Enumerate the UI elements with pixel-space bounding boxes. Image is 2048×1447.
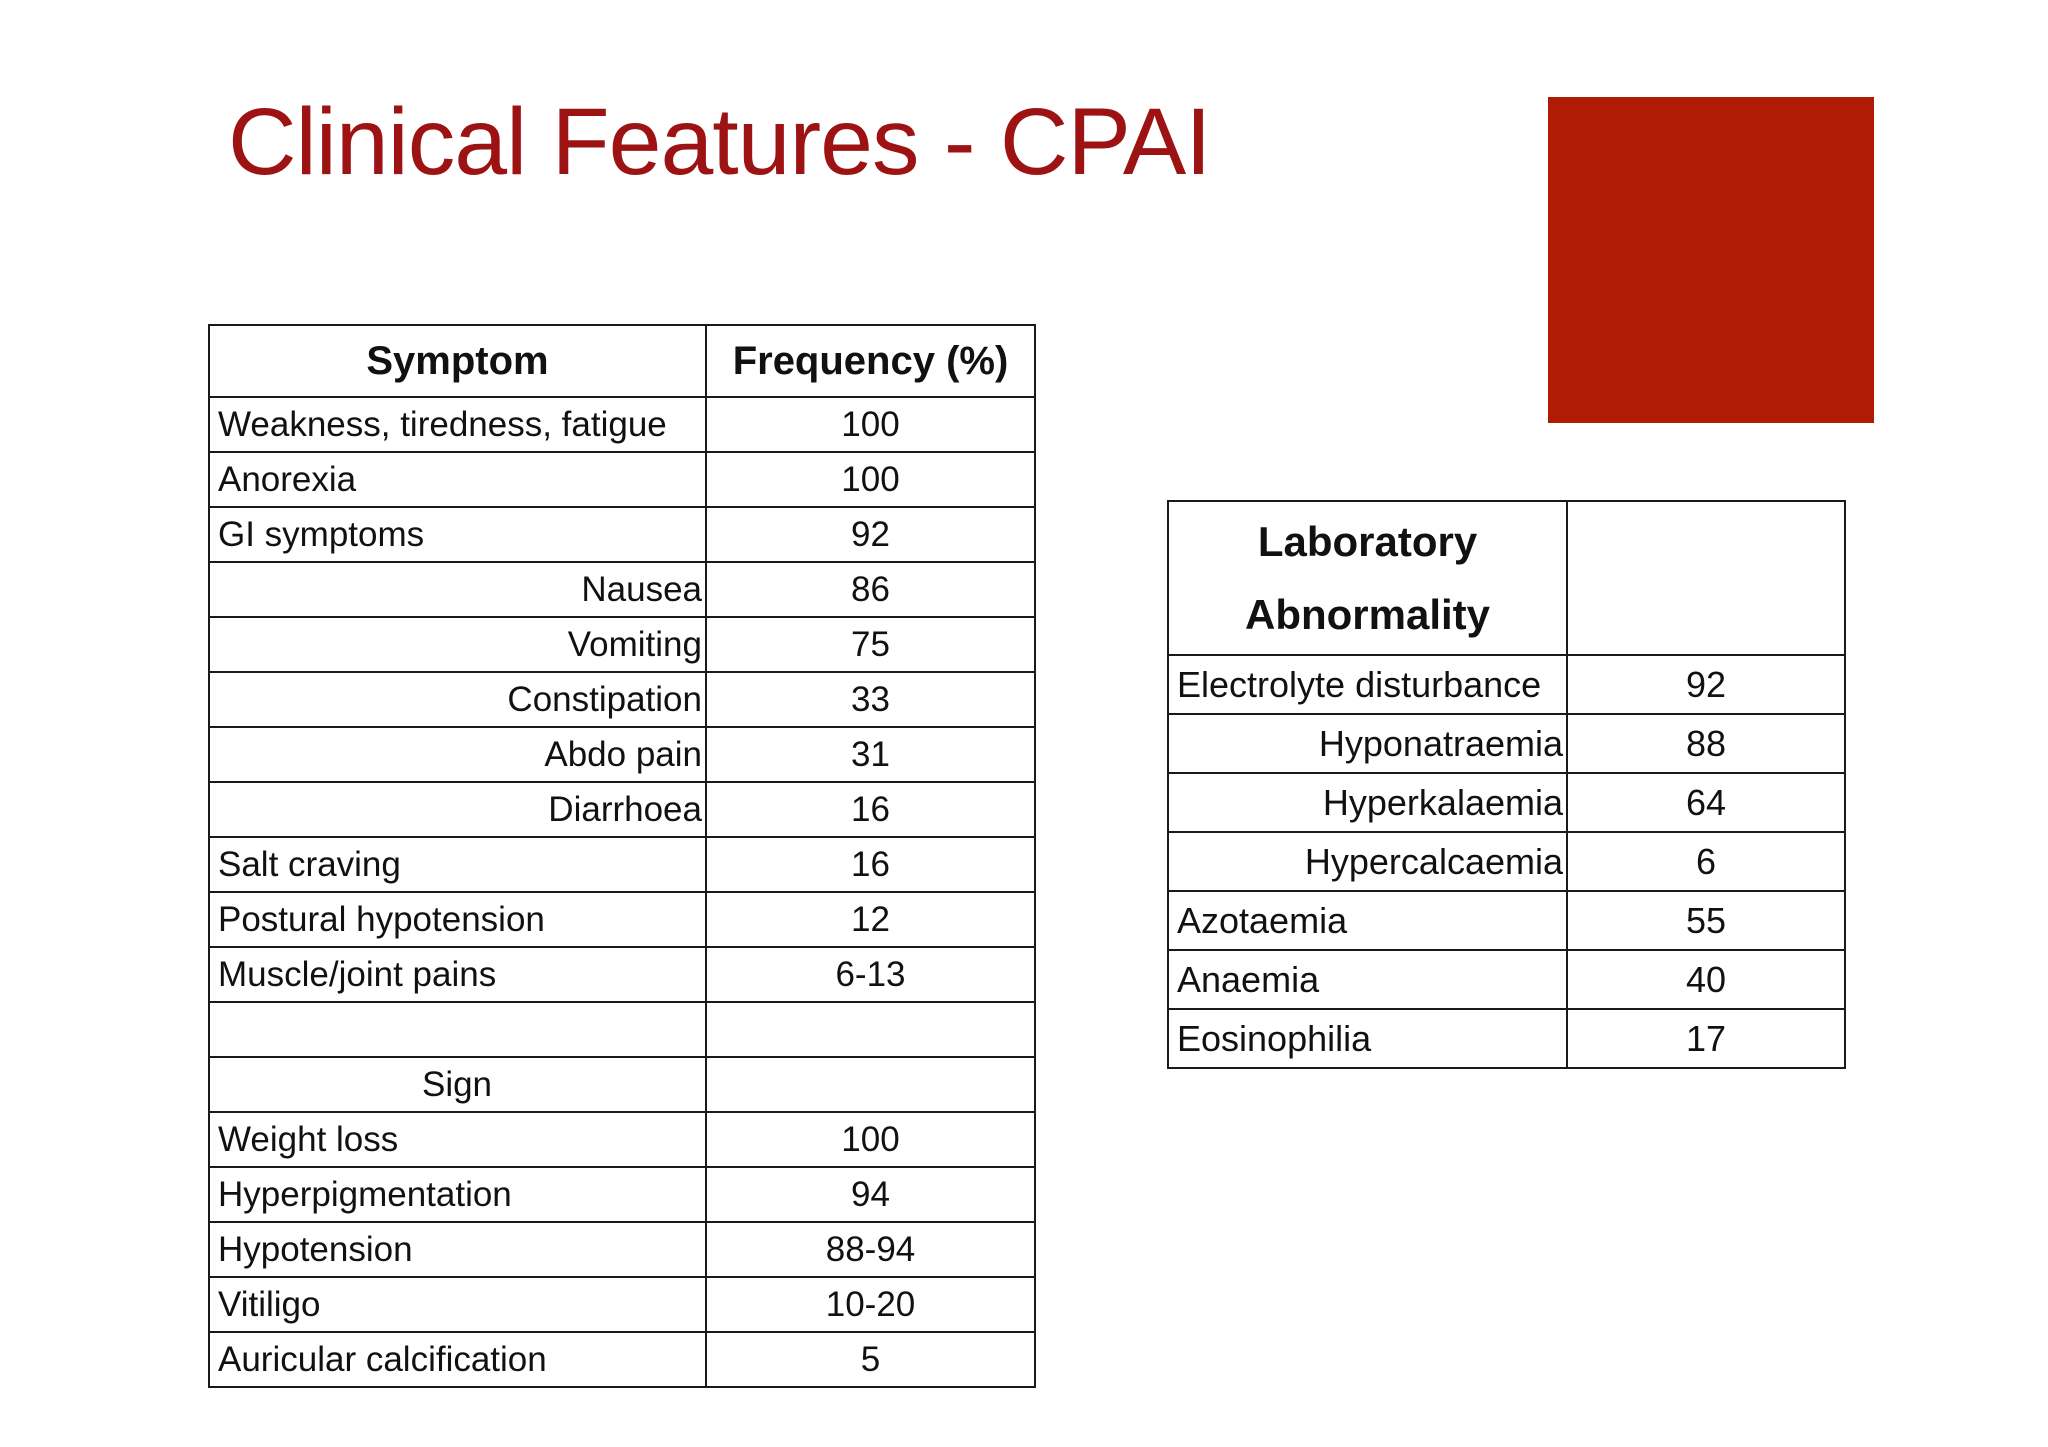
table-row: GI symptoms 92 xyxy=(208,506,1036,563)
row-label: Azotaemia xyxy=(1167,890,1568,951)
row-label xyxy=(208,1001,707,1058)
row-label: Eosinophilia xyxy=(1167,1008,1568,1069)
table-row: Hypotension 88-94 xyxy=(208,1221,1036,1278)
table-row: Abdo pain 31 xyxy=(208,726,1036,783)
row-value: 92 xyxy=(1566,654,1846,715)
row-value: 88 xyxy=(1566,713,1846,774)
table-row: Electrolyte disturbance 92 xyxy=(1167,654,1846,715)
table-row: Vomiting 75 xyxy=(208,616,1036,673)
row-label: Abdo pain xyxy=(208,726,707,783)
row-value xyxy=(705,1056,1036,1113)
table-row: Hyperkalaemia 64 xyxy=(1167,772,1846,833)
row-label: Auricular calcification xyxy=(208,1331,707,1388)
row-value: 64 xyxy=(1566,772,1846,833)
table-row xyxy=(208,1001,1036,1058)
laboratory-abnormality-column-header: Laboratory Abnormality xyxy=(1167,500,1568,656)
row-value: 33 xyxy=(705,671,1036,728)
row-value: 75 xyxy=(705,616,1036,673)
row-value: 88-94 xyxy=(705,1221,1036,1278)
table-row: Hyperpigmentation 94 xyxy=(208,1166,1036,1223)
row-label: GI symptoms xyxy=(208,506,707,563)
frequency-column-header: Frequency (%) xyxy=(705,324,1036,398)
table-row: Anaemia 40 xyxy=(1167,949,1846,1010)
row-label: Sign xyxy=(208,1056,707,1113)
table-row: Salt craving 16 xyxy=(208,836,1036,893)
row-value: 86 xyxy=(705,561,1036,618)
table-row: Postural hypotension 12 xyxy=(208,891,1036,948)
row-label: Salt craving xyxy=(208,836,707,893)
table-row: Weight loss 100 xyxy=(208,1111,1036,1168)
row-value: 10-20 xyxy=(705,1276,1036,1333)
row-value: 12 xyxy=(705,891,1036,948)
row-label: Anaemia xyxy=(1167,949,1568,1010)
accent-square-decoration xyxy=(1548,97,1874,423)
row-label: Hyperpigmentation xyxy=(208,1166,707,1223)
table-row: Diarrhoea 16 xyxy=(208,781,1036,838)
table-row: Vitiligo 10-20 xyxy=(208,1276,1036,1333)
row-value: 92 xyxy=(705,506,1036,563)
row-value: 16 xyxy=(705,836,1036,893)
row-label: Postural hypotension xyxy=(208,891,707,948)
table-row: Anorexia 100 xyxy=(208,451,1036,508)
page-title: Clinical Features - CPAI xyxy=(228,89,1212,195)
row-label: Hypercalcaemia xyxy=(1167,831,1568,892)
symptom-column-header: Symptom xyxy=(208,324,707,398)
table-row: Weakness, tiredness, fatigue 100 xyxy=(208,396,1036,453)
table-row: Nausea 86 xyxy=(208,561,1036,618)
row-label: Hypotension xyxy=(208,1221,707,1278)
row-value: 40 xyxy=(1566,949,1846,1010)
table-row: Constipation 33 xyxy=(208,671,1036,728)
empty-column-header xyxy=(1566,500,1846,656)
table-row: Hypercalcaemia 6 xyxy=(1167,831,1846,892)
table-row: Azotaemia 55 xyxy=(1167,890,1846,951)
table-header-row: Symptom Frequency (%) xyxy=(208,324,1036,398)
table-header-row: Laboratory Abnormality xyxy=(1167,500,1846,656)
row-label: Anorexia xyxy=(208,451,707,508)
row-value: 6-13 xyxy=(705,946,1036,1003)
row-value xyxy=(705,1001,1036,1058)
row-label: Diarrhoea xyxy=(208,781,707,838)
laboratory-abnormality-table: Laboratory Abnormality Electrolyte distu… xyxy=(1167,500,1846,1069)
table-row: Muscle/joint pains 6-13 xyxy=(208,946,1036,1003)
row-value: 100 xyxy=(705,396,1036,453)
row-label: Weakness, tiredness, fatigue xyxy=(208,396,707,453)
row-value: 5 xyxy=(705,1331,1036,1388)
symptom-frequency-table: Symptom Frequency (%) Weakness, tirednes… xyxy=(208,324,1036,1388)
row-value: 100 xyxy=(705,1111,1036,1168)
row-value: 6 xyxy=(1566,831,1846,892)
row-label: Muscle/joint pains xyxy=(208,946,707,1003)
row-label: Vitiligo xyxy=(208,1276,707,1333)
row-label: Weight loss xyxy=(208,1111,707,1168)
row-value: 16 xyxy=(705,781,1036,838)
table-row: Hyponatraemia 88 xyxy=(1167,713,1846,774)
row-label: Vomiting xyxy=(208,616,707,673)
table-row: Eosinophilia 17 xyxy=(1167,1008,1846,1069)
row-value: 17 xyxy=(1566,1008,1846,1069)
row-label: Hyperkalaemia xyxy=(1167,772,1568,833)
row-value: 55 xyxy=(1566,890,1846,951)
table-row: Auricular calcification 5 xyxy=(208,1331,1036,1388)
row-value: 31 xyxy=(705,726,1036,783)
section-header-row: Sign xyxy=(208,1056,1036,1113)
row-label: Electrolyte disturbance xyxy=(1167,654,1568,715)
row-value: 100 xyxy=(705,451,1036,508)
row-label: Hyponatraemia xyxy=(1167,713,1568,774)
row-value: 94 xyxy=(705,1166,1036,1223)
row-label: Nausea xyxy=(208,561,707,618)
row-label: Constipation xyxy=(208,671,707,728)
